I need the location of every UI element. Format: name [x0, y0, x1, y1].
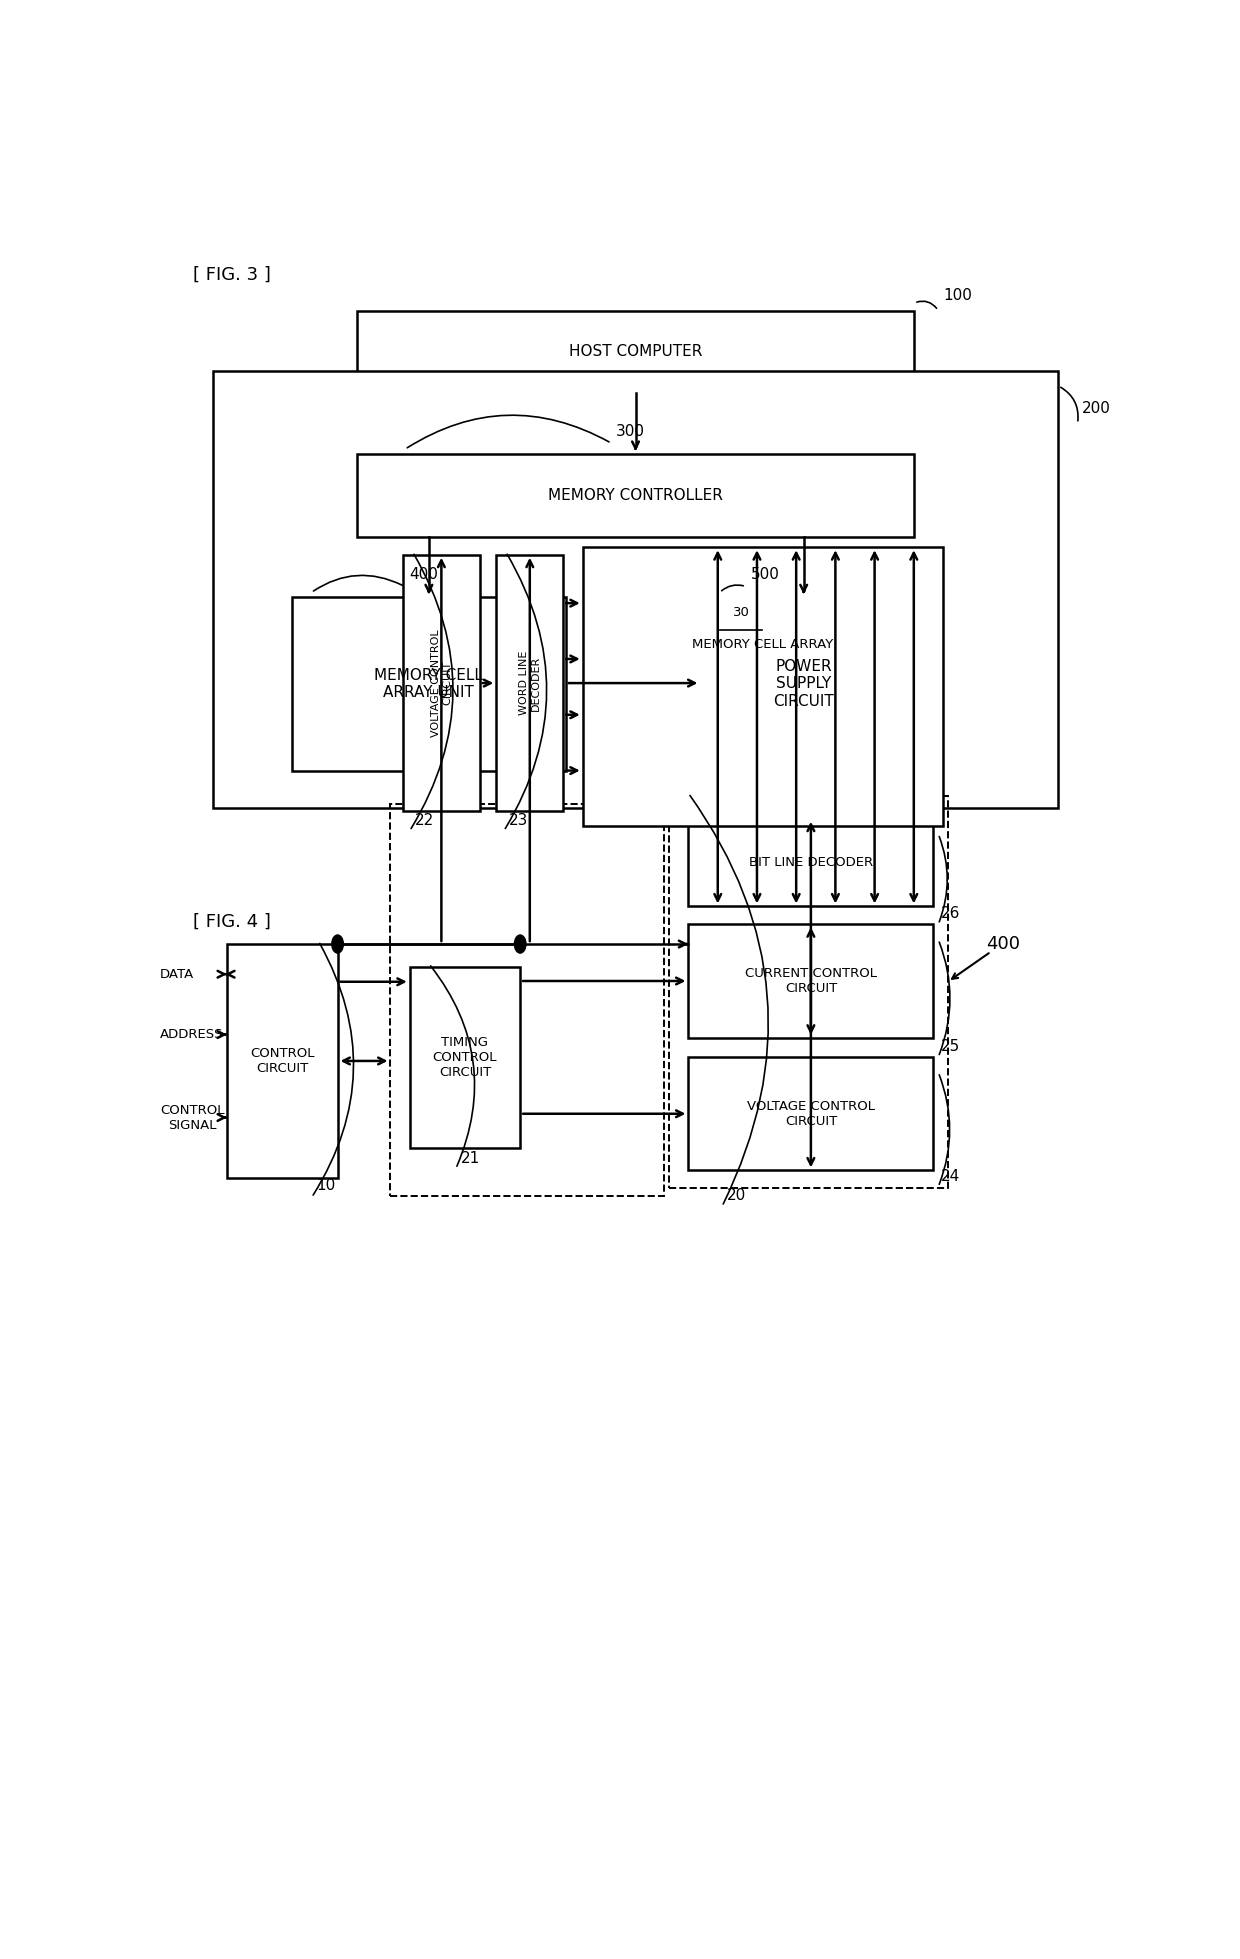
Text: WORD LINE
DECODER: WORD LINE DECODER: [520, 650, 541, 715]
Text: 24: 24: [941, 1170, 960, 1183]
Bar: [670, 795, 947, 1189]
Bar: [701, 597, 906, 770]
Text: CONTROL
SIGNAL: CONTROL SIGNAL: [160, 1103, 224, 1132]
Text: CONTROL
CIRCUIT: CONTROL CIRCUIT: [250, 1046, 315, 1075]
Circle shape: [515, 934, 526, 954]
Text: 21: 21: [460, 1150, 480, 1166]
Text: VOLTAGE CONTROL
CIRCUIT: VOLTAGE CONTROL CIRCUIT: [746, 1099, 875, 1128]
Text: 300: 300: [616, 423, 645, 439]
Text: 22: 22: [414, 813, 434, 829]
Text: MEMORY CONTROLLER: MEMORY CONTROLLER: [548, 488, 723, 503]
Bar: [688, 819, 934, 907]
Bar: [496, 554, 563, 811]
Text: HOST COMPUTER: HOST COMPUTER: [569, 345, 702, 360]
Text: POWER
SUPPLY
CIRCUIT: POWER SUPPLY CIRCUIT: [774, 658, 835, 709]
Text: MEMORY CELL ARRAY: MEMORY CELL ARRAY: [692, 639, 833, 652]
Text: VOLTAGE CONTROL
CIRCUIT: VOLTAGE CONTROL CIRCUIT: [430, 629, 453, 737]
Text: 10: 10: [316, 1177, 336, 1193]
Text: 20: 20: [727, 1189, 746, 1203]
Bar: [583, 547, 942, 827]
Bar: [409, 966, 521, 1148]
Text: [ FIG. 3 ]: [ FIG. 3 ]: [193, 264, 272, 284]
Bar: [688, 1058, 934, 1170]
Circle shape: [332, 934, 343, 954]
Text: 25: 25: [941, 1038, 960, 1054]
Text: 30: 30: [733, 605, 750, 619]
Text: [ FIG. 4 ]: [ FIG. 4 ]: [193, 913, 272, 931]
Bar: [357, 310, 914, 394]
Text: TIMING
CONTROL
CIRCUIT: TIMING CONTROL CIRCUIT: [433, 1036, 497, 1079]
Text: MEMORY CELL
ARRAY UNIT: MEMORY CELL ARRAY UNIT: [374, 668, 484, 699]
Bar: [391, 803, 665, 1195]
Bar: [213, 370, 1058, 809]
Text: BIT LINE DECODER: BIT LINE DECODER: [749, 856, 873, 870]
Bar: [357, 454, 914, 537]
Bar: [227, 944, 337, 1177]
Text: 26: 26: [941, 907, 961, 921]
Text: 100: 100: [942, 288, 972, 304]
Text: ADDRESS: ADDRESS: [160, 1028, 223, 1040]
Bar: [403, 554, 480, 811]
Text: 23: 23: [508, 813, 528, 829]
Text: 500: 500: [751, 566, 780, 582]
Text: 400: 400: [986, 934, 1021, 952]
Bar: [291, 597, 565, 770]
Text: 400: 400: [409, 566, 439, 582]
Text: DATA: DATA: [160, 968, 193, 981]
Bar: [688, 925, 934, 1038]
Text: CURRENT CONTROL
CIRCUIT: CURRENT CONTROL CIRCUIT: [745, 968, 877, 995]
Text: 200: 200: [1083, 402, 1111, 415]
